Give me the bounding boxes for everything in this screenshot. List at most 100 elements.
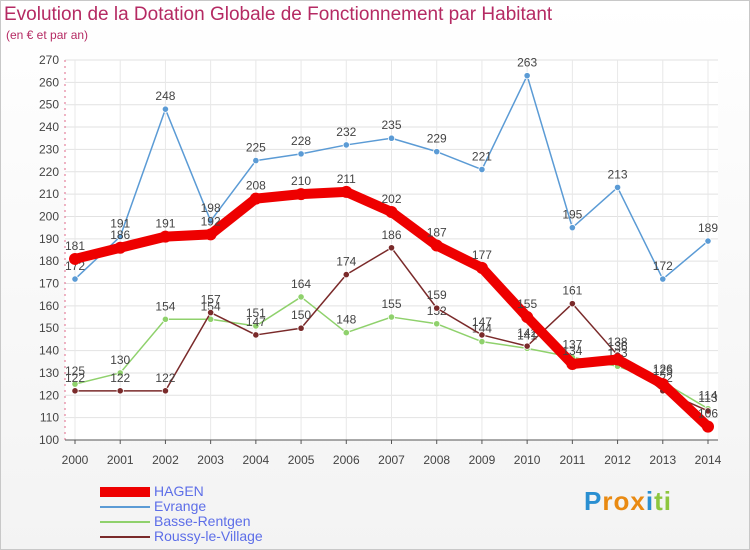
data-label-hagen: 191 (155, 217, 175, 231)
data-label-hagen: 136 (608, 340, 628, 354)
y-tick-label: 150 (39, 321, 59, 335)
data-point-roussy-le-village (161, 387, 170, 395)
x-tick-label: 2011 (559, 453, 585, 467)
data-label-basse-rentgen: 114 (698, 389, 717, 403)
data-label-evrange: 195 (562, 208, 582, 222)
data-point-hagen (69, 252, 81, 265)
data-label-basse-rentgen: 154 (155, 299, 175, 313)
data-label-roussy-le-village: 147 (472, 315, 492, 329)
y-tick-label: 250 (39, 98, 59, 112)
data-point-evrange (659, 275, 667, 283)
data-point-hagen (295, 188, 308, 201)
data-point-hagen (656, 378, 669, 391)
y-tick-label: 160 (39, 299, 59, 313)
y-tick-label: 200 (39, 209, 59, 223)
logo-letter: P (584, 486, 603, 516)
data-point-basse-rentgen (297, 293, 305, 301)
y-tick-label: 210 (39, 187, 59, 201)
data-label-roussy-le-village: 157 (201, 293, 221, 307)
data-label-hagen: 134 (562, 344, 582, 358)
data-label-hagen: 177 (472, 248, 492, 262)
data-label-evrange: 229 (427, 132, 447, 146)
y-tick-label: 230 (39, 142, 59, 156)
data-label-roussy-le-village: 122 (155, 371, 175, 385)
logo-letter: t (654, 486, 664, 516)
x-tick-label: 2000 (62, 453, 89, 467)
data-point-roussy-le-village (297, 324, 305, 332)
data-point-hagen (340, 185, 353, 198)
y-tick-label: 270 (39, 53, 59, 67)
data-label-roussy-le-village: 174 (336, 255, 356, 269)
data-label-hagen: 106 (698, 407, 718, 421)
data-point-hagen (611, 353, 624, 366)
logo-letter: i (645, 486, 655, 516)
data-label-roussy-le-village: 122 (65, 371, 85, 385)
data-label-hagen: 202 (381, 192, 401, 206)
data-label-basse-rentgen: 164 (291, 277, 311, 291)
legend-label-roussy: Roussy-le-Village (154, 528, 263, 544)
x-tick-label: 2014 (695, 453, 722, 467)
y-tick-label: 190 (39, 232, 59, 246)
data-point-evrange (71, 275, 79, 283)
legend-item-roussy: Roussy-le-Village (100, 529, 263, 544)
data-point-hagen (566, 358, 579, 370)
legend-item-hagen: HAGEN (100, 484, 263, 499)
data-label-hagen: 125 (653, 364, 673, 378)
y-tick-label: 220 (39, 165, 59, 179)
data-point-evrange (613, 183, 622, 192)
data-label-hagen: 155 (517, 297, 537, 311)
data-point-basse-rentgen (252, 322, 260, 330)
data-label-evrange: 213 (608, 167, 628, 181)
y-tick-label: 100 (39, 433, 59, 447)
data-label-evrange: 225 (246, 141, 266, 155)
y-tick-label: 240 (39, 120, 59, 134)
data-point-evrange (704, 237, 712, 245)
data-point-basse-rentgen (387, 313, 396, 321)
data-point-roussy-le-village (568, 300, 576, 308)
data-label-evrange: 263 (517, 56, 537, 70)
logo-letter: i (663, 486, 672, 516)
data-label-hagen: 208 (246, 179, 266, 193)
y-tick-label: 140 (39, 344, 59, 358)
data-point-evrange (568, 224, 576, 232)
data-point-evrange (161, 105, 170, 113)
x-tick-label: 2013 (649, 453, 676, 467)
data-point-evrange (433, 148, 441, 156)
data-label-roussy-le-village: 138 (608, 335, 628, 349)
legend: HAGEN Evrange Basse-Rentgen Roussy-le-Vi… (100, 484, 263, 544)
data-point-evrange (116, 232, 124, 241)
data-label-basse-rentgen: 151 (246, 306, 266, 320)
y-tick-label: 180 (39, 254, 59, 268)
data-label-roussy-le-village: 113 (698, 391, 717, 405)
data-label-roussy-le-village: 147 (246, 315, 266, 329)
data-point-roussy-le-village (478, 331, 486, 339)
data-label-basse-rentgen: 130 (110, 353, 130, 367)
x-tick-label: 2009 (469, 453, 496, 467)
data-point-basse-rentgen (342, 329, 350, 337)
x-tick-label: 2004 (243, 453, 270, 467)
data-point-evrange (387, 134, 396, 142)
y-tick-label: 170 (39, 277, 59, 291)
data-point-basse-rentgen (161, 315, 170, 323)
legend-swatch-evrange (100, 505, 150, 508)
data-label-evrange: 191 (110, 217, 130, 231)
data-label-evrange: 189 (698, 221, 718, 235)
data-label-basse-rentgen: 137 (562, 337, 582, 351)
data-point-evrange (252, 156, 260, 165)
chart-subtitle: (en € et par an) (6, 28, 89, 42)
data-point-hagen (702, 420, 714, 433)
data-point-roussy-le-village (387, 244, 396, 252)
data-point-roussy-le-village (342, 270, 350, 279)
x-tick-label: 2001 (107, 453, 134, 467)
data-label-hagen: 210 (291, 174, 311, 188)
data-label-hagen: 187 (427, 226, 447, 240)
data-point-hagen (475, 261, 488, 274)
y-tick-label: 110 (40, 411, 59, 425)
data-label-basse-rentgen: 141 (517, 328, 537, 342)
data-point-hagen (204, 228, 217, 241)
proxiti-logo: Proxiti (584, 486, 672, 517)
data-point-roussy-le-village (207, 308, 215, 317)
data-point-basse-rentgen (433, 320, 441, 328)
data-point-evrange (523, 72, 531, 80)
data-point-hagen (430, 239, 443, 252)
